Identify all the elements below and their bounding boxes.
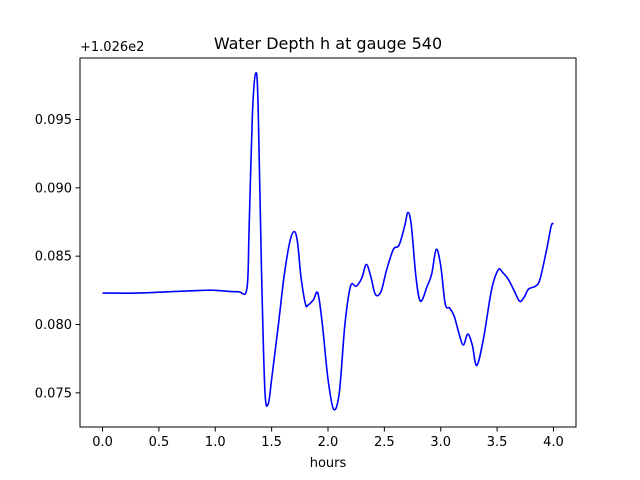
- y-tick-label: 0.075: [35, 386, 72, 401]
- chart-title: Water Depth h at gauge 540: [214, 34, 442, 53]
- series-layer: [102, 71, 555, 411]
- x-tick-label: 3.5: [487, 435, 508, 450]
- x-tick-label: 3.0: [430, 435, 451, 450]
- y-tick-label: 0.095: [35, 113, 72, 128]
- plot-area: [80, 58, 576, 427]
- x-tick-label: 2.5: [374, 435, 395, 450]
- y-offset-label: +1.026e2: [80, 40, 144, 55]
- x-tick-label: 4.0: [543, 435, 564, 450]
- y-tick-label: 0.090: [35, 181, 72, 196]
- x-ticks-layer: 0.0 0.5 1.0 1.5 2.0 2.5 3.0 3.5 4.0: [92, 427, 564, 450]
- y-ticks-layer: 0.075 0.080 0.085 0.090 0.095: [35, 113, 80, 401]
- x-tick-label: 1.0: [205, 435, 226, 450]
- x-tick-label: 0.0: [92, 435, 113, 450]
- y-tick-label: 0.085: [35, 250, 72, 265]
- x-tick-label: 0.5: [149, 435, 170, 450]
- x-tick-label: 1.5: [261, 435, 282, 450]
- series-line: [102, 71, 555, 411]
- x-tick-label: 2.0: [318, 435, 339, 450]
- y-tick-label: 0.080: [35, 318, 72, 333]
- x-axis-label: hours: [310, 456, 347, 471]
